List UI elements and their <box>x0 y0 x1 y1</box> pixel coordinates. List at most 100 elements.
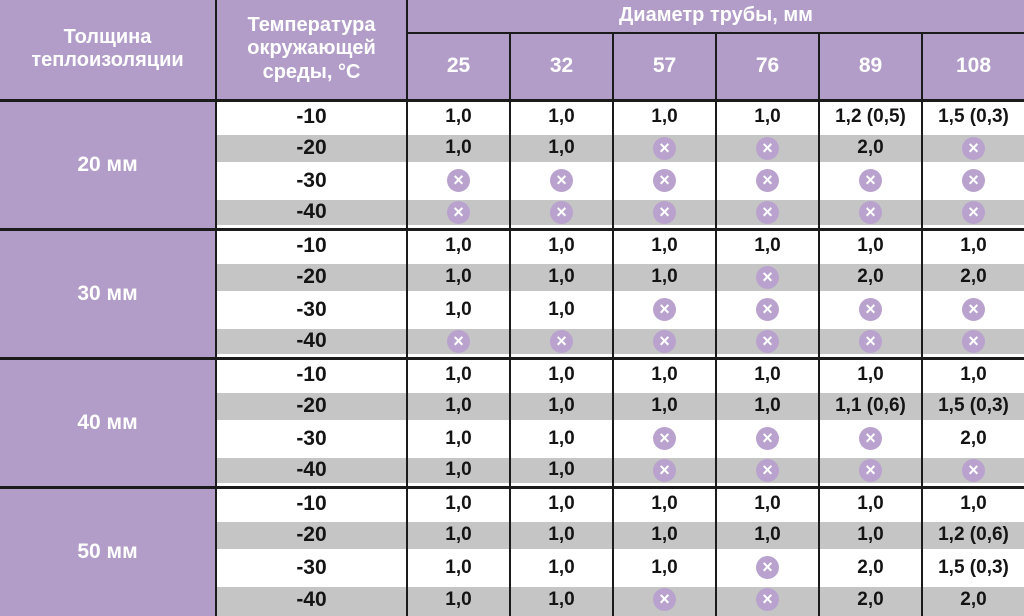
table-row: -20 1,0 1,0 1,0 1,0 1,0 1,2 (0,6) <box>0 519 1024 552</box>
value-cell: 1,0 <box>509 485 614 520</box>
value-cell: × <box>818 422 923 455</box>
value-cell: 1,0 <box>509 390 614 423</box>
crossed-circle-icon: × <box>756 200 779 224</box>
value-cell: × <box>612 164 717 197</box>
value-cell: 1,0 <box>715 356 820 391</box>
value-cell: × <box>818 454 923 487</box>
crossed-circle-icon: × <box>653 200 676 224</box>
crossed-circle-icon: × <box>962 200 985 224</box>
value-cell: 1,0 <box>921 485 1024 520</box>
value-cell: 1,5 (0,3) <box>921 390 1024 423</box>
value-cell: 1,2 (0,5) <box>818 98 923 133</box>
crossed-circle-icon: × <box>756 329 779 353</box>
value-cell: 1,0 <box>612 485 717 520</box>
value-cell: 1,0 <box>509 583 614 616</box>
value-cell: 1,2 (0,6) <box>921 519 1024 552</box>
temperature-cell: -20 <box>215 390 408 423</box>
crossed-circle-icon: × <box>756 556 779 580</box>
crossed-circle-icon: × <box>653 458 676 482</box>
crossed-circle-icon: × <box>756 265 779 289</box>
crossed-circle-icon: × <box>756 588 779 612</box>
temperature-cell: -20 <box>215 519 408 552</box>
value-cell: 1,0 <box>818 227 923 262</box>
temperature-cell: -10 <box>215 485 408 520</box>
value-cell: 1,0 <box>509 422 614 455</box>
diameter-col-header: 32 <box>509 33 614 100</box>
value-cell: 1,0 <box>509 98 614 133</box>
crossed-circle-icon: × <box>653 298 676 322</box>
crossed-circle-icon: × <box>756 298 779 322</box>
diameter-values-row: 25 32 57 76 89 108 <box>0 33 1024 100</box>
value-cell: 1,0 <box>612 356 717 391</box>
temperature-cell: -10 <box>215 227 408 262</box>
header-pipe-diameter-group: Диаметр трубы, мм <box>406 0 1024 34</box>
value-cell: 1,0 <box>818 485 923 520</box>
temperature-cell: -10 <box>215 98 408 133</box>
thickness-group-label: 50 мм <box>0 485 217 616</box>
value-cell: × <box>612 422 717 455</box>
value-cell: 2,0 <box>921 261 1024 294</box>
value-cell: × <box>818 196 923 229</box>
value-cell: 1,0 <box>406 583 511 616</box>
diameter-col-header: 108 <box>921 33 1024 100</box>
temperature-cell: -40 <box>215 583 408 616</box>
diameter-col-header: 25 <box>406 33 511 100</box>
table-row: -20 1,0 1,0 × × 2,0 × <box>0 132 1024 165</box>
crossed-circle-icon: × <box>550 200 573 224</box>
thickness-group-label: 30 мм <box>0 227 217 358</box>
value-cell: 1,0 <box>406 293 511 326</box>
crossed-circle-icon: × <box>859 200 882 224</box>
value-cell: × <box>921 293 1024 326</box>
value-cell: × <box>612 293 717 326</box>
crossed-circle-icon: × <box>756 427 779 451</box>
value-cell: 1,0 <box>406 227 511 262</box>
value-cell: × <box>818 293 923 326</box>
value-cell: 1,0 <box>406 551 511 584</box>
value-cell: 1,0 <box>509 454 614 487</box>
value-cell: × <box>509 325 614 358</box>
value-cell: 1,0 <box>921 227 1024 262</box>
value-cell: × <box>406 196 511 229</box>
value-cell: 1,0 <box>509 356 614 391</box>
value-cell: × <box>406 164 511 197</box>
value-cell: × <box>818 325 923 358</box>
value-cell: × <box>406 325 511 358</box>
value-cell: 1,0 <box>406 261 511 294</box>
crossed-circle-icon: × <box>550 329 573 353</box>
value-cell: 1,0 <box>612 261 717 294</box>
crossed-circle-icon: × <box>653 588 676 612</box>
value-cell: × <box>921 164 1024 197</box>
temperature-cell: -20 <box>215 261 408 294</box>
value-cell: × <box>612 583 717 616</box>
crossed-circle-icon: × <box>653 329 676 353</box>
value-cell: × <box>921 196 1024 229</box>
temperature-cell: -40 <box>215 454 408 487</box>
value-cell: × <box>715 454 820 487</box>
crossed-circle-icon: × <box>653 136 676 160</box>
value-cell: 1,0 <box>509 132 614 165</box>
value-cell: 1,0 <box>406 422 511 455</box>
value-cell: 1,0 <box>715 519 820 552</box>
crossed-circle-icon: × <box>859 169 882 193</box>
value-cell: × <box>921 132 1024 165</box>
table-row: -30 × × × × × × <box>0 164 1024 197</box>
value-cell: 2,0 <box>921 422 1024 455</box>
value-cell: × <box>612 325 717 358</box>
thickness-group-label: 40 мм <box>0 356 217 487</box>
value-cell: × <box>715 325 820 358</box>
crossed-circle-icon: × <box>447 329 470 353</box>
table-row: -40 1,0 1,0 × × × × <box>0 454 1024 487</box>
value-cell: × <box>612 454 717 487</box>
crossed-circle-icon: × <box>756 136 779 160</box>
value-cell: × <box>715 422 820 455</box>
crossed-circle-icon: × <box>962 136 985 160</box>
value-cell: 1,0 <box>715 485 820 520</box>
value-cell: 1,0 <box>406 390 511 423</box>
table-row: -20 1,0 1,0 1,0 1,0 1,1 (0,6) 1,5 (0,3) <box>0 390 1024 423</box>
table-row: -40 × × × × × × <box>0 325 1024 358</box>
table-row: -40 1,0 1,0 × × 2,0 2,0 <box>0 583 1024 616</box>
value-cell: × <box>509 196 614 229</box>
value-cell: 2,0 <box>818 261 923 294</box>
temperature-cell: -40 <box>215 325 408 358</box>
